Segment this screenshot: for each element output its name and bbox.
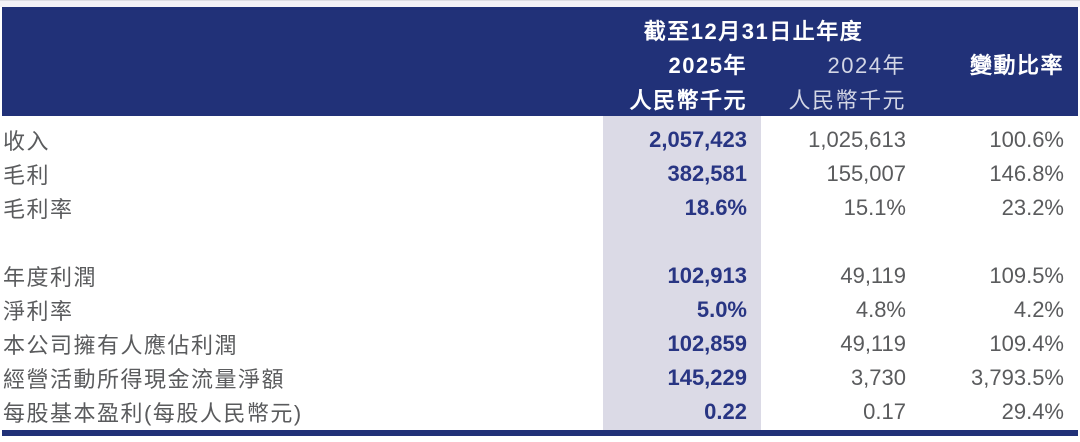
period-header: 截至12月31日止年度 — [643, 19, 864, 44]
value-change: 3,793.5% — [971, 365, 1064, 390]
value-change: 100.6% — [989, 127, 1064, 152]
row-label: 年度利潤 — [3, 265, 98, 290]
table-row-revenue: 收入 2,057,423 1,025,613 100.6% — [2, 123, 1078, 157]
value-2024: 49,119 — [840, 263, 906, 288]
top-divider — [0, 0, 1080, 7]
value-change: 109.4% — [989, 331, 1064, 356]
table-row-operating-cash-flow: 經營活動所得現金流量淨額 145,229 3,730 3,793.5% — [2, 361, 1078, 395]
column-header-2024: 2024年 — [827, 52, 906, 78]
highlight-column-2025 — [603, 116, 761, 430]
value-2024: 3,730 — [850, 365, 906, 390]
header-row-period: 截至12月31日止年度 — [2, 7, 1078, 46]
value-change: 23.2% — [1001, 195, 1064, 220]
table-row-profit-for-year: 年度利潤 102,913 49,119 109.5% — [2, 259, 1078, 293]
row-label: 本公司擁有人應佔利潤 — [3, 333, 239, 358]
row-label: 每股基本盈利(每股人民幣元) — [3, 401, 303, 426]
value-2024: 0.17 — [863, 399, 906, 424]
value-change: 109.5% — [989, 263, 1064, 288]
header-row-units: 人民幣千元 人民幣千元 — [2, 81, 1078, 116]
value-2025: 382,581 — [667, 161, 747, 186]
table-row-gross-profit: 毛利 382,581 155,007 146.8% — [2, 157, 1078, 191]
table-row-owners-profit: 本公司擁有人應佔利潤 102,859 49,119 109.4% — [2, 327, 1078, 361]
value-2025: 102,913 — [667, 263, 747, 288]
table-header-band: 截至12月31日止年度 2025年 2024年 變動比率 人民幣千元 人民幣千元 — [2, 7, 1078, 116]
row-label: 經營活動所得現金流量淨額 — [3, 367, 286, 392]
value-2025: 145,229 — [667, 365, 747, 390]
value-2025: 2,057,423 — [649, 127, 747, 152]
value-2025: 0.22 — [704, 399, 747, 424]
table-row-net-margin: 淨利率 5.0% 4.8% 4.2% — [2, 293, 1078, 327]
row-label: 淨利率 — [3, 299, 74, 324]
row-label: 毛利 — [3, 163, 51, 188]
value-2025: 5.0% — [696, 297, 747, 322]
value-2024: 15.1% — [843, 195, 906, 220]
row-label: 毛利率 — [3, 197, 74, 222]
value-change: 4.2% — [1013, 297, 1064, 322]
table-row-gross-margin: 毛利率 18.6% 15.1% 23.2% — [2, 191, 1078, 225]
value-change: 29.4% — [1001, 399, 1064, 424]
unit-label-2025: 人民幣千元 — [629, 87, 747, 113]
column-header-2025: 2025年 — [668, 52, 747, 78]
value-2024: 1,025,613 — [808, 127, 906, 152]
table-body: 收入 2,057,423 1,025,613 100.6% 毛利 382,581… — [2, 116, 1078, 429]
value-2024: 49,119 — [840, 331, 906, 356]
header-row-years: 2025年 2024年 變動比率 — [2, 46, 1078, 81]
row-label: 收入 — [3, 129, 51, 154]
bottom-border — [2, 430, 1078, 436]
column-header-change: 變動比率 — [969, 52, 1064, 78]
table-row-spacer — [2, 225, 1078, 259]
table-row-basic-eps: 每股基本盈利(每股人民幣元) 0.22 0.17 29.4% — [2, 395, 1078, 429]
value-2025: 102,859 — [667, 331, 747, 356]
value-2024: 155,007 — [826, 161, 906, 186]
value-change: 146.8% — [989, 161, 1064, 186]
unit-label-2024: 人民幣千元 — [788, 87, 906, 113]
value-2025: 18.6% — [684, 195, 747, 220]
value-2024: 4.8% — [855, 297, 906, 322]
